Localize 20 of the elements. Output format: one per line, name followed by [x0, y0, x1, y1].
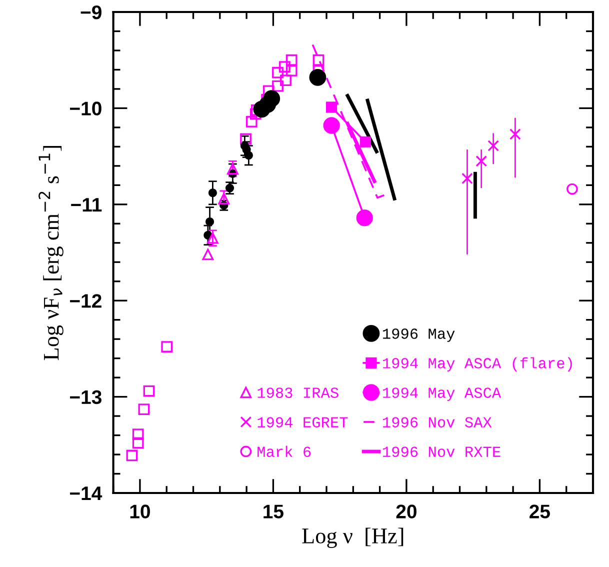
x-tick-label: 10 [130, 504, 150, 518]
legend-label: 1996 Nov RXTE [383, 446, 500, 457]
y-tick-label: −14 [70, 486, 102, 500]
x-tick-label: 15 [264, 504, 284, 518]
y-tick-label: −11 [71, 198, 102, 212]
legend-label: 1983 IRAS [258, 388, 338, 398]
legend-label: Mark 6 [258, 446, 311, 457]
y-tick-label: −10 [70, 102, 102, 116]
x-axis-title: Log ν [Hz] [302, 528, 404, 548]
legend-label: 1994 EGRET [258, 417, 348, 428]
y-tick-label: −13 [70, 390, 102, 404]
y-tick-label: −9 [80, 5, 102, 20]
x-tick-label: 25 [530, 504, 550, 518]
legend-label: 1996 Nov SAX [383, 417, 492, 428]
legend-label: 1996 May [383, 328, 455, 342]
x-tick-label: 20 [396, 504, 416, 518]
y-tick-label: −12 [70, 294, 102, 308]
legend-label: 1994 May ASCA (flare) [383, 357, 572, 372]
y-axis-title: Log νF$_{ν}$ [erg cm$^{−2}$ s$^{−1}$] [38, 146, 64, 360]
legend-label: 1994 May ASCA [383, 388, 502, 401]
